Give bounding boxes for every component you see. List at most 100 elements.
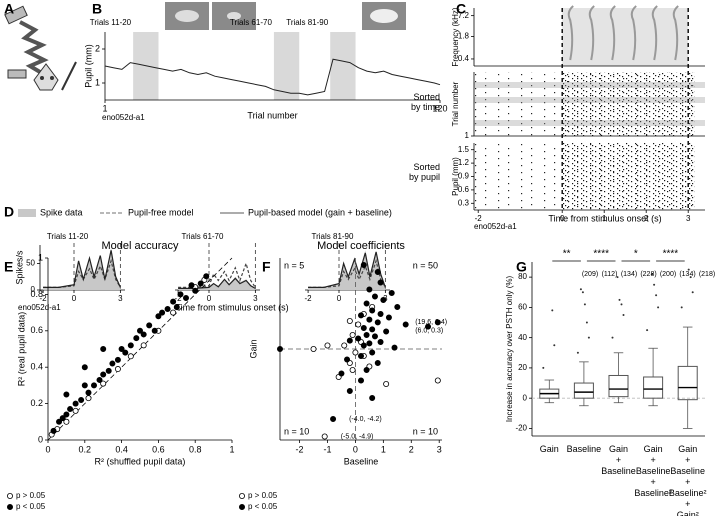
data-point <box>369 349 376 356</box>
n-label: (134) <box>621 271 637 278</box>
data-point <box>357 377 364 384</box>
data-point <box>377 338 384 345</box>
legend-marker <box>7 503 13 510</box>
data-point <box>164 305 171 312</box>
row-label: Sorted by time <box>411 92 440 112</box>
outlier <box>618 298 621 301</box>
y-tick-label: 0.2 <box>30 398 43 408</box>
data-point <box>360 324 367 331</box>
y-tick-label: 1.8 <box>458 32 470 41</box>
y-tick-label: 0.4 <box>458 54 470 63</box>
x-tick-label: 0.2 <box>79 444 92 454</box>
outlier <box>585 321 588 324</box>
data-point <box>374 319 381 326</box>
data-point <box>127 353 134 360</box>
data-point <box>346 337 353 344</box>
data-point <box>114 366 121 373</box>
box <box>677 365 698 401</box>
data-point <box>276 345 283 352</box>
data-point <box>321 433 328 440</box>
legend-label: Spike data <box>40 207 83 217</box>
n-label: (218) <box>699 271 715 278</box>
data-point <box>188 282 195 289</box>
x-tick-label: Gain + Baseline + Baseline² + Gain² <box>669 444 707 516</box>
x-axis-label: Time from stimulus onset (s) <box>175 302 288 312</box>
significance-label: **** <box>663 249 679 260</box>
y-tick-label: 60 <box>518 303 527 312</box>
x-tick-label: 3 <box>437 444 442 454</box>
model-line <box>178 277 256 289</box>
x-tick-label: 0.8 <box>189 444 202 454</box>
chart-title: Model coefficients <box>317 240 405 252</box>
data-point <box>434 377 441 384</box>
x-axis-label: Trial number <box>247 110 297 120</box>
x-tick-label: 0 <box>45 444 50 454</box>
data-point <box>173 304 180 311</box>
x-tick-label: 0 <box>337 294 342 303</box>
y-tick-label: 0.9 <box>458 172 470 181</box>
mouse-schematic <box>4 5 77 91</box>
data-point <box>369 326 376 333</box>
count-label: n = 10 <box>413 426 438 436</box>
data-point <box>434 319 441 326</box>
data-point <box>133 335 140 342</box>
outlier <box>581 291 584 294</box>
y-tick-label: 1.5 <box>458 145 470 154</box>
y-tick-label: 80 <box>518 272 527 281</box>
n-label: (228) <box>640 271 656 278</box>
data-point <box>346 387 353 394</box>
outlier <box>583 303 586 306</box>
sorted-trial-band <box>474 120 705 126</box>
data-point <box>366 286 373 293</box>
data-point <box>374 359 381 366</box>
recording-label: eno052d-a1 <box>474 222 517 231</box>
data-point <box>349 366 356 373</box>
y-tick-label: 1 <box>465 131 470 140</box>
y-axis-label: Frequency (kHz) <box>451 7 460 66</box>
data-point <box>388 289 395 296</box>
x-tick-label: 3 <box>253 294 258 303</box>
chart-title: Model accuracy <box>101 240 179 252</box>
y-tick-label: 0.3 <box>458 198 470 207</box>
spectrogram-feature <box>672 5 679 61</box>
data-point <box>374 268 381 275</box>
data-point <box>366 340 373 347</box>
spectrogram-feature <box>567 5 574 61</box>
y-tick-label: 0.4 <box>30 362 43 372</box>
count-label: n = 5 <box>284 260 304 270</box>
identity-line <box>47 257 233 441</box>
y-tick-label: 0.8 <box>30 289 43 299</box>
y-axis-label: Gain <box>248 339 258 358</box>
data-point <box>383 380 390 387</box>
raster-evoked <box>562 143 695 210</box>
data-point <box>310 345 317 352</box>
count-label: n = 10 <box>284 426 309 436</box>
data-point <box>59 415 66 422</box>
point-annotation: (-4.0, -4.2) <box>349 416 382 423</box>
data-point <box>402 321 409 328</box>
y-tick-label: 50 <box>26 259 35 268</box>
y-tick-label: 0 <box>38 434 43 444</box>
outlier <box>687 268 690 271</box>
x-tick-label: 120 <box>432 103 447 113</box>
outlier <box>653 283 656 286</box>
panel-title: Trials 81-90 <box>312 232 354 241</box>
data-point <box>366 316 373 323</box>
data-point <box>352 349 359 356</box>
y-axis-label: Trial number <box>451 81 460 126</box>
outlier <box>620 303 623 306</box>
data-point <box>63 411 70 418</box>
x-tick-label: 0.6 <box>152 444 165 454</box>
trial-span <box>273 32 300 100</box>
data-point <box>105 367 112 374</box>
point-annotation: (-5.0, -4.9) <box>341 433 374 440</box>
box <box>643 376 664 399</box>
model-line <box>178 261 256 288</box>
outlier <box>622 313 625 316</box>
model-line <box>43 250 121 288</box>
data-point <box>81 364 88 371</box>
data-point <box>371 333 378 340</box>
data-point <box>341 342 348 349</box>
data-point <box>369 394 376 401</box>
data-point <box>346 317 353 324</box>
